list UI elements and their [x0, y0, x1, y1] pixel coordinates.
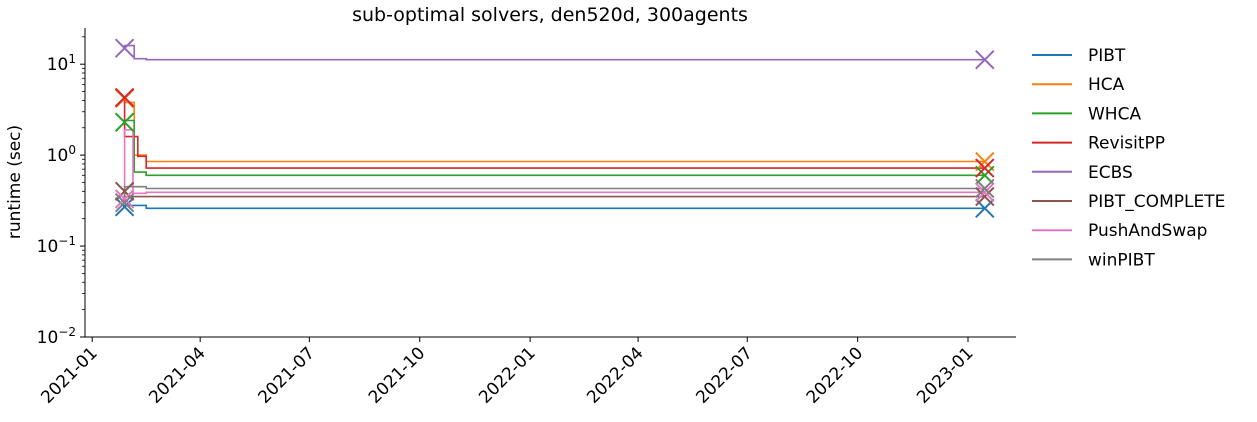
y-tick-label: 101 — [47, 52, 76, 75]
series-line-revisitpp — [123, 97, 985, 169]
legend: PIBT HCA WHCA RevisitPP ECBS PIBT_COMPLETE Pus… — [1032, 46, 1225, 270]
data-point-marker — [114, 38, 135, 58]
x-tick-label: 2021-04 — [145, 343, 209, 407]
data-point-marker — [975, 50, 995, 70]
data-point-marker — [975, 178, 995, 199]
x-tick-label: 2022-07 — [692, 343, 756, 407]
plot-lines — [123, 44, 985, 210]
x-tick-label: 2021-07 — [255, 343, 319, 407]
y-tick-label: 100 — [47, 143, 76, 166]
x-tick-label: 2023-01 — [913, 343, 977, 407]
series-line-whca — [123, 119, 985, 177]
data-point-marker — [975, 186, 995, 207]
y-axis-label: runtime (sec) — [5, 125, 25, 239]
x-tick-label: 2022-10 — [803, 343, 867, 407]
plot-markers — [114, 38, 995, 219]
legend-label: WHCA — [1088, 104, 1141, 124]
data-point-marker — [114, 192, 135, 213]
legend-label: winPIBT — [1088, 250, 1155, 270]
series-line-ecbs — [123, 44, 985, 61]
legend-label: PIBT_COMPLETE — [1088, 192, 1225, 212]
series-line-hca — [123, 98, 985, 163]
data-point-marker — [114, 197, 135, 217]
y-axis-ticks: 101 100 10−1 10−2 — [37, 36, 85, 348]
data-point-marker — [114, 112, 135, 132]
chart-title: sub-optimal solvers, den520d, 300agents — [352, 4, 748, 26]
x-tick-label: 2022-01 — [475, 343, 539, 407]
legend-label: HCA — [1088, 75, 1125, 95]
x-tick-label: 2022-04 — [583, 343, 647, 407]
legend-label: ECBS — [1088, 163, 1133, 183]
y-tick-label: 10−1 — [37, 234, 76, 257]
series-line-winpibt — [123, 185, 985, 203]
data-point-marker — [114, 87, 135, 108]
legend-label: PIBT — [1088, 46, 1126, 66]
data-point-marker — [975, 158, 995, 178]
legend-label: RevisitPP — [1088, 134, 1165, 154]
x-axis-ticks: 2021-01 2021-04 2021-07 2021-10 2022-01 2022-… — [37, 337, 978, 408]
data-point-marker — [975, 151, 995, 172]
data-point-marker — [975, 182, 995, 203]
series-line-pibt — [123, 204, 985, 210]
x-tick-label: 2021-01 — [37, 343, 101, 407]
legend-label: PushAndSwap — [1088, 221, 1207, 241]
x-tick-label: 2021-10 — [365, 343, 429, 407]
data-point-marker — [114, 189, 135, 209]
y-tick-label: 10−2 — [37, 325, 76, 348]
